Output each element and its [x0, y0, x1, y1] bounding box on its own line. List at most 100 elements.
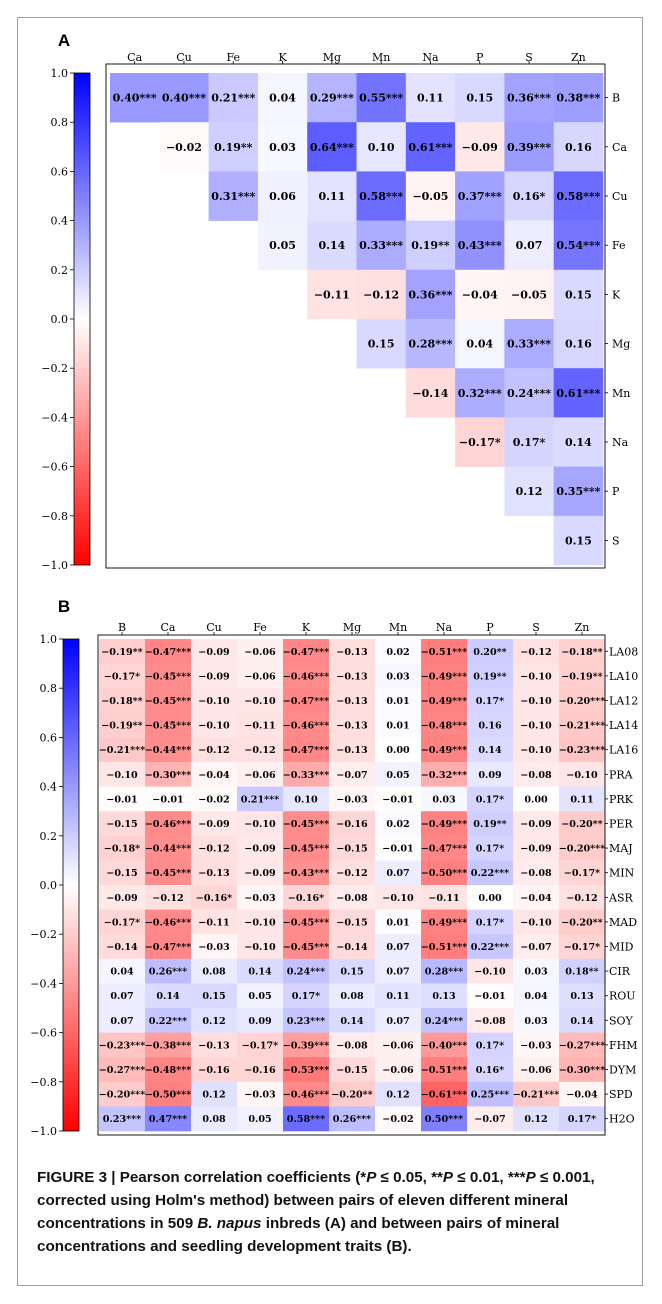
cell-label-B: −0.45***	[145, 868, 191, 879]
heatmap-cell-B	[421, 983, 468, 1009]
heatmap-cell-B	[283, 712, 330, 738]
colorbar-tick-label-B: −1.0	[30, 1125, 57, 1138]
cell-label-A: −0.11	[314, 288, 350, 301]
cell-label-B: 0.02	[386, 647, 409, 658]
cell-label-B: 0.47***	[149, 1114, 187, 1125]
cell-label-B: −0.47***	[145, 942, 191, 953]
heatmap-cell-B	[99, 958, 146, 984]
heatmap-cell-A	[553, 220, 604, 271]
heatmap-cell-B	[237, 860, 284, 886]
heatmap-cell-B	[145, 737, 192, 763]
cell-label-A: 0.54***	[556, 239, 600, 252]
caption-part1: Pearson correlation coefficients (*	[119, 1169, 367, 1186]
caption-part2: ≤ 0.05, **	[376, 1169, 443, 1186]
row-label-A: S	[612, 534, 620, 547]
heatmap-cell-B	[237, 663, 284, 689]
heatmap-cell-B	[191, 1057, 238, 1083]
cell-label-B: −0.16	[336, 819, 368, 830]
column-label-A: Cu	[176, 51, 192, 64]
cell-label-A: 0.06	[269, 190, 296, 203]
cell-label-B: −0.09	[198, 671, 230, 682]
cell-label-B: 0.17*	[476, 844, 504, 855]
cell-label-A: 0.31***	[211, 190, 255, 203]
heatmap-cell-B	[329, 983, 376, 1009]
cell-label-A: 0.43***	[458, 239, 502, 252]
heatmap-cell-B	[191, 811, 238, 837]
heatmap-cell-A	[356, 220, 407, 271]
heatmap-cell-B	[145, 983, 192, 1009]
row-label-A: Ca	[612, 141, 627, 154]
heatmap-cell-B	[191, 737, 238, 763]
heatmap-cell-A	[553, 515, 604, 566]
caption-p3: P	[525, 1169, 536, 1186]
heatmap-cell-A	[159, 122, 209, 172]
cell-label-B: −0.12	[152, 893, 183, 904]
heatmap-cell-B	[559, 639, 606, 664]
column-label-B: B	[118, 621, 126, 634]
heatmap-cell-B	[375, 885, 422, 910]
heatmap-cell-B	[421, 1057, 468, 1083]
colorbar-tick-label-B: −0.8	[30, 1076, 57, 1089]
heatmap-cell-B	[283, 1008, 330, 1033]
cell-label-A: −0.05	[511, 288, 547, 301]
cell-label-B: −0.10	[382, 893, 414, 904]
cell-label-A: 0.58***	[359, 190, 403, 203]
heatmap-cell-B	[513, 860, 560, 886]
column-label-A: Zn	[571, 51, 586, 64]
heatmap-cell-B	[145, 958, 192, 984]
heatmap-cell-B	[237, 934, 284, 960]
cell-label-B: 0.15	[202, 991, 225, 1002]
colorbar-tick-label-A: 1.0	[51, 67, 69, 80]
cell-label-B: 0.24***	[287, 967, 325, 978]
heatmap-cell-B	[467, 885, 514, 910]
cell-label-B: −0.08	[474, 1016, 506, 1027]
column-label-B: Mg	[343, 621, 361, 634]
heatmap-cell-B	[513, 1081, 560, 1107]
row-label-B: PRA	[609, 768, 634, 781]
column-label-A: S	[525, 51, 533, 64]
row-label-B: SPD	[609, 1088, 633, 1101]
cell-label-B: −0.47***	[283, 696, 329, 707]
heatmap-cell-B	[329, 762, 376, 787]
cell-label-B: 0.14	[248, 967, 272, 978]
cell-label-A: 0.36***	[408, 288, 452, 301]
cell-label-B: −0.40***	[421, 1040, 467, 1051]
heatmap-cell-B	[421, 934, 468, 960]
cell-label-B: −0.33***	[283, 770, 329, 781]
panel-letter-A: A	[58, 31, 70, 50]
colorbar-tick-label-A: 0.6	[51, 165, 69, 178]
heatmap-cell-A	[356, 269, 407, 320]
heatmap-cell-B	[191, 909, 238, 935]
column-label-B: Na	[436, 621, 453, 634]
cell-label-B: −0.47***	[283, 647, 329, 658]
heatmap-cell-A	[553, 368, 604, 418]
cell-label-B: −0.14	[106, 942, 138, 953]
cell-label-B: −0.45***	[283, 942, 329, 953]
heatmap-cell-A	[553, 466, 604, 517]
heatmap-cell-B	[145, 1057, 192, 1083]
cell-label-B: −0.10	[520, 917, 552, 928]
cell-label-B: −0.13	[336, 671, 368, 682]
heatmap-cell-A	[405, 368, 456, 418]
cell-label-B: −0.09	[244, 844, 276, 855]
cell-label-A: 0.14	[318, 239, 345, 252]
heatmap-cell-B	[559, 909, 606, 935]
cell-label-B: 0.14	[340, 1016, 364, 1027]
cell-label-A: 0.33***	[359, 239, 403, 252]
cell-label-B: −0.07	[520, 942, 551, 953]
cell-label-B: −0.03	[198, 942, 230, 953]
cell-label-B: 0.12	[524, 1114, 547, 1125]
heatmap-cell-B	[237, 712, 284, 738]
figure-caption: FIGURE 3 | Pearson correlation coefficie…	[37, 1166, 627, 1258]
cell-label-B: −0.30***	[145, 770, 191, 781]
cell-label-B: 0.09	[478, 770, 502, 781]
cell-label-B: 0.07	[386, 868, 409, 879]
heatmap-cell-B	[191, 712, 238, 738]
heatmap-cell-B	[283, 1081, 330, 1107]
heatmap-cell-A	[504, 269, 554, 320]
heatmap-cell-A	[504, 466, 554, 517]
cell-label-B: −0.01	[474, 991, 505, 1002]
heatmap-cell-B	[99, 934, 146, 960]
heatmap-cell-B	[237, 737, 284, 763]
heatmap-cell-B	[467, 762, 514, 787]
